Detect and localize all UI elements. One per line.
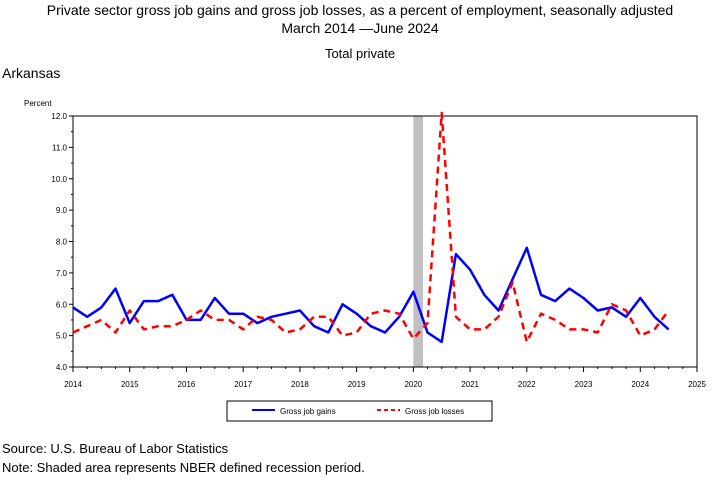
- series-layer: [72, 111, 670, 344]
- x-tick-label: 2020: [404, 380, 422, 389]
- x-tick-label: 2024: [631, 380, 649, 389]
- x-tick-label: 2021: [461, 380, 479, 389]
- x-tick-label: 2016: [178, 380, 196, 389]
- x-tick-label: 2018: [291, 380, 309, 389]
- source-note: Source: U.S. Bureau of Labor Statistics: [2, 441, 229, 456]
- x-tick-label: 2023: [575, 380, 593, 389]
- y-tick-label: 8.0: [56, 238, 68, 247]
- y-tick-label: 11.0: [52, 143, 68, 152]
- x-tick-label: 2014: [64, 380, 82, 389]
- legend: Gross job gains Gross job losses: [226, 400, 493, 422]
- chart-date-range: March 2014 —June 2024: [281, 20, 439, 36]
- legend-label-gains: Gross job gains: [280, 407, 336, 416]
- plot-frame: [72, 115, 698, 368]
- y-tick-label: 4.0: [56, 363, 68, 372]
- recession-band: [413, 116, 424, 367]
- x-tick-label: 2025: [688, 380, 706, 389]
- y-tick-label: 10.0: [51, 175, 67, 184]
- recession-note: Note: Shaded area represents NBER define…: [2, 460, 365, 475]
- y-tick-label: 5.0: [56, 332, 68, 341]
- legend-label-losses: Gross job losses: [405, 407, 464, 416]
- recession-band-layer: [413, 116, 424, 367]
- series-line-losses: [72, 111, 670, 344]
- legend-box: [226, 400, 493, 422]
- y-tick-label: 6.0: [56, 300, 68, 309]
- y-tick-label: 7.0: [56, 269, 68, 278]
- x-tick-label: 2019: [348, 380, 366, 389]
- chart-subtitle: Total private: [324, 46, 396, 61]
- series-line-gains: [72, 246, 670, 344]
- state-label: Arkansas: [2, 65, 61, 81]
- chart-title: Private sector gross job gains and gross…: [46, 2, 674, 18]
- y-axis-label: Percent: [24, 99, 52, 108]
- x-tick-label: 2022: [518, 380, 536, 389]
- y-tick-label: 12.0: [51, 112, 67, 121]
- x-tick-label: 2015: [121, 380, 139, 389]
- axis-ticks: 4.0 5.0 6.0 7.0 8.0 9.0 10.0 11.0 12.0 2014 2015 20…: [51, 112, 706, 389]
- x-tick-label: 2017: [234, 380, 252, 389]
- y-tick-label: 9.0: [56, 206, 68, 215]
